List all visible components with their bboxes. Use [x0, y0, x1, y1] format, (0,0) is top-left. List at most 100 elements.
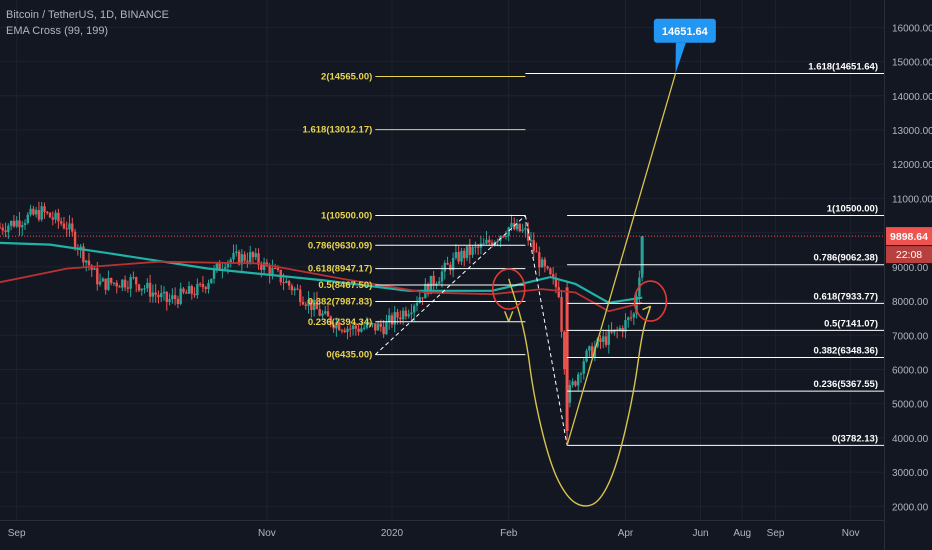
candle-body	[590, 346, 594, 358]
candle-body	[535, 251, 538, 253]
candle-body	[93, 268, 96, 270]
candle-body	[357, 328, 360, 332]
candle-body	[104, 278, 107, 290]
fib-left-label: 1.618(13012.17)	[303, 125, 373, 136]
candle-body	[243, 254, 246, 261]
candle-body	[524, 228, 527, 230]
candle-body	[604, 336, 608, 345]
candle-body	[271, 267, 274, 276]
candle-body	[40, 206, 43, 220]
candle-body	[385, 321, 388, 335]
candle-body	[571, 381, 574, 385]
candle-body	[276, 268, 280, 270]
candle-body	[463, 250, 466, 259]
candle-body	[360, 328, 363, 332]
candle-body	[198, 283, 202, 285]
candle-body	[501, 236, 505, 238]
x-tick-label: Jun	[692, 528, 708, 539]
candle-body	[488, 239, 491, 243]
candle-body	[232, 252, 235, 260]
candle-body	[126, 287, 130, 289]
x-tick-label: Nov	[258, 528, 276, 539]
candle-body	[246, 260, 249, 263]
current-price-value: 9898.64	[890, 231, 928, 243]
candle-body	[268, 266, 271, 276]
candle-body	[521, 229, 524, 232]
candle-body	[404, 310, 408, 317]
candle-body	[84, 260, 88, 263]
swing-dashed-up	[374, 215, 526, 355]
candle-body	[254, 253, 257, 258]
candle-body	[148, 282, 152, 297]
y-tick-label: 2000.00	[892, 502, 929, 513]
candle-body	[602, 336, 605, 342]
candle-body	[610, 330, 613, 333]
candle-body	[173, 295, 177, 299]
candle-body	[585, 350, 588, 362]
projection-line	[566, 73, 677, 446]
ema-cross-circle	[491, 268, 526, 310]
y-tick-label: 12000.00	[892, 160, 932, 171]
candle-body	[1, 227, 4, 231]
fib-left-label: 0.382(7987.83)	[308, 296, 372, 307]
candle-body	[560, 297, 563, 332]
candle-body	[34, 209, 38, 215]
candle-body	[343, 330, 346, 333]
candle-body	[526, 228, 530, 241]
candle-body	[135, 277, 138, 285]
fib-right-label: 1(10500.00)	[827, 204, 878, 215]
ema-slow-line	[0, 260, 643, 313]
candle-body	[57, 212, 60, 222]
candle-body	[168, 299, 171, 302]
candle-body	[237, 251, 241, 265]
candle-body	[440, 271, 444, 282]
x-tick-label: Sep	[8, 528, 26, 539]
target-label-pointer	[675, 42, 686, 74]
candle-body	[201, 283, 205, 288]
candle-body	[540, 259, 544, 268]
candle-body	[115, 282, 118, 287]
candle-body	[54, 212, 57, 220]
candle-body	[579, 373, 583, 375]
candle-body	[490, 242, 494, 246]
candle-body	[401, 310, 405, 320]
candle-body	[98, 281, 102, 285]
candle-body	[87, 260, 91, 266]
swing-dashed-down	[524, 215, 568, 446]
candle-body	[607, 330, 610, 345]
candle-body	[340, 330, 344, 332]
candle-body	[315, 299, 319, 310]
candle-body	[549, 268, 552, 275]
candle-body	[563, 331, 566, 370]
y-tick-label: 3000.00	[892, 468, 929, 479]
candle-body	[0, 227, 2, 229]
ema-cross-circle	[633, 280, 668, 322]
candle-body	[59, 221, 63, 224]
candle-body	[432, 275, 435, 285]
fib-right-label: 0.236(5367.55)	[814, 379, 878, 390]
candle-body	[12, 220, 16, 227]
candle-body	[349, 328, 352, 330]
candle-body	[474, 246, 477, 248]
x-tick-label: Apr	[618, 528, 634, 539]
y-tick-label: 8000.00	[892, 297, 929, 308]
candle-body	[577, 374, 580, 386]
candle-body	[248, 252, 252, 263]
crash-candle-body	[565, 287, 569, 432]
candle-body	[418, 297, 421, 303]
candle-body	[37, 209, 41, 220]
candle-body	[410, 312, 413, 315]
fib-right-label: 0.5(7141.07)	[824, 318, 878, 329]
candle-body	[468, 246, 471, 255]
fib-left-label: 0.618(8947.17)	[308, 264, 372, 275]
candle-body	[109, 278, 113, 283]
candle-body	[613, 329, 616, 333]
candle-body	[51, 217, 55, 220]
fib-right-label: 0.618(7933.77)	[814, 291, 878, 302]
candle-body	[171, 295, 174, 300]
candle-body	[351, 325, 355, 330]
candle-body	[354, 325, 358, 329]
candle-body	[518, 223, 522, 232]
candle-body	[312, 299, 316, 310]
